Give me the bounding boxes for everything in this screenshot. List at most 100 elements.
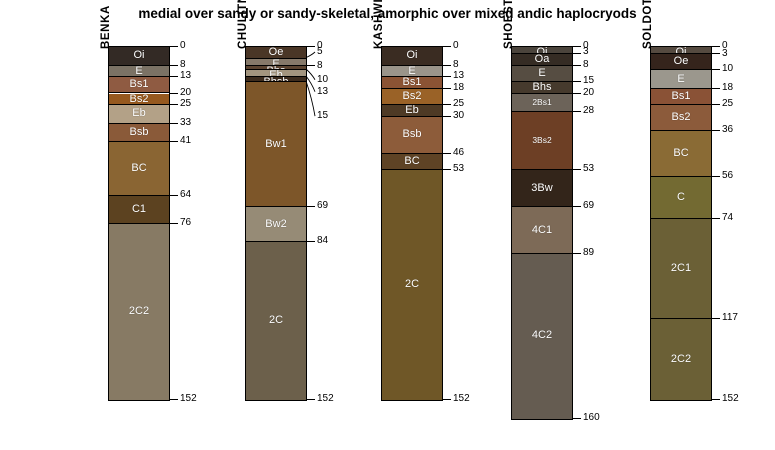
horizon-label: 2C	[268, 314, 284, 327]
tick-label: 0	[583, 40, 589, 51]
horizon-label: Oi	[133, 49, 145, 62]
horizon-segment: 4C2	[512, 253, 572, 419]
tick-label: 53	[583, 163, 595, 175]
tick-label: 152	[453, 393, 470, 405]
tick-mark	[442, 46, 451, 47]
horizon-segment: Oe	[651, 53, 711, 71]
horizon-label: Oi	[675, 47, 687, 54]
tick-mark	[711, 104, 720, 106]
tick-label: 10	[317, 74, 329, 85]
horizon-segment: Bs1	[382, 77, 442, 89]
tick-label: 74	[722, 212, 734, 224]
horizon-segment: 2C	[246, 242, 306, 401]
horizon-label: 2C2	[128, 305, 150, 318]
horizon-label: Eb	[405, 105, 419, 117]
horizon-segment: Bs2	[651, 105, 711, 131]
tick-label: 64	[180, 188, 192, 200]
profile-column-benka: Oi E Bs1 Bs2 Eb Bsb BC C1 2C2	[108, 46, 170, 402]
tick-label: 8	[453, 58, 459, 70]
horizon-segment: Eb	[246, 70, 306, 78]
horizon-segment: Oi	[651, 47, 711, 54]
horizon-label: Bs2	[671, 110, 691, 123]
horizon-segment: 3Bs2	[512, 112, 572, 171]
profile-column-kashwitna: Oi E Bs1 Bs2 Eb Bsb BC 2C	[381, 46, 443, 402]
horizon-segment: Eb	[109, 105, 169, 124]
page-title: medial over sandy or sandy-skeletal, amo…	[138, 6, 637, 21]
tick-mark	[169, 46, 178, 47]
horizon-segment: Oi	[382, 47, 442, 66]
site-label-shoestring: SHOESTRING	[503, 0, 515, 49]
horizon-segment: Bs2	[109, 93, 169, 106]
horizon-segment: Bw1	[246, 81, 306, 208]
tick-mark	[306, 241, 315, 243]
horizon-label: Oe	[673, 55, 689, 68]
tick-label: 117	[722, 312, 738, 324]
tick-mark	[442, 169, 451, 171]
horizon-label: Bs1	[671, 89, 691, 102]
horizon-label: 3Bs2	[532, 135, 552, 146]
tick-mark	[169, 399, 178, 401]
tick-label: 56	[722, 170, 734, 182]
horizon-label: Bsb	[129, 126, 149, 139]
tick-label: 0	[722, 40, 728, 51]
horizon-segment: 3Bw	[512, 170, 572, 208]
horizon-label: 4C2	[531, 329, 553, 342]
horizon-label: Bs1	[402, 77, 422, 89]
tick-mark	[306, 206, 315, 208]
tick-label: 76	[180, 216, 192, 228]
tick-mark	[169, 104, 178, 106]
tick-leader-line	[305, 51, 316, 59]
tick-label: 28	[583, 105, 595, 117]
tick-label: 53	[453, 163, 465, 175]
tick-mark	[306, 46, 315, 47]
horizon-label: Oa	[534, 53, 550, 65]
tick-mark	[572, 80, 581, 82]
tick-label: 20	[583, 86, 595, 98]
horizon-label: E	[135, 65, 143, 77]
tick-label: 46	[453, 146, 465, 158]
tick-mark	[711, 87, 720, 89]
tick-mark	[572, 52, 581, 54]
horizon-label: E	[408, 65, 416, 77]
tick-label: 0	[180, 40, 186, 51]
tick-label: 0	[453, 40, 459, 51]
horizon-segment: Bs2	[382, 88, 442, 106]
horizon-label: Oi	[406, 49, 418, 62]
horizon-label: E	[538, 66, 546, 79]
horizon-segment: 2C2	[651, 319, 711, 401]
horizon-segment: E	[651, 70, 711, 89]
profile-column-soldotna: Oi Oe E Bs1 Bs2 BC C 2C1 2C2	[650, 46, 712, 402]
tick-mark	[169, 222, 178, 224]
horizon-segment: E	[246, 58, 306, 66]
horizon-segment: 2Bs1	[512, 93, 572, 113]
horizon-label: BC	[131, 162, 147, 175]
tick-label: 152	[317, 393, 334, 405]
tick-mark	[442, 76, 451, 78]
tick-label: 15	[317, 110, 329, 121]
tick-label: 160	[583, 412, 600, 423]
tick-label: 8	[180, 58, 186, 70]
horizon-segment: E	[382, 65, 442, 78]
horizon-segment: E	[512, 65, 572, 82]
tick-mark	[572, 418, 581, 419]
tick-leader-line	[305, 68, 316, 81]
horizon-label: C1	[131, 202, 147, 215]
horizon-label: C	[677, 191, 685, 204]
tick-mark	[711, 52, 720, 54]
tick-label: 36	[722, 123, 734, 135]
horizon-segment: BC	[651, 130, 711, 178]
tick-label: 152	[180, 393, 197, 405]
horizon-label: 2C1	[670, 262, 692, 275]
tick-label: 25	[180, 98, 192, 110]
tick-mark	[442, 87, 451, 89]
horizon-label: E	[677, 72, 685, 85]
horizon-label: Bw2	[265, 217, 287, 230]
tick-label: 25	[722, 98, 734, 110]
horizon-segment: 2C2	[109, 223, 169, 401]
tick-leader-line	[305, 80, 316, 117]
tick-mark	[572, 252, 581, 254]
tick-mark	[572, 169, 581, 171]
tick-mark	[711, 399, 720, 401]
tick-mark	[442, 64, 451, 66]
tick-label: 84	[317, 235, 329, 247]
